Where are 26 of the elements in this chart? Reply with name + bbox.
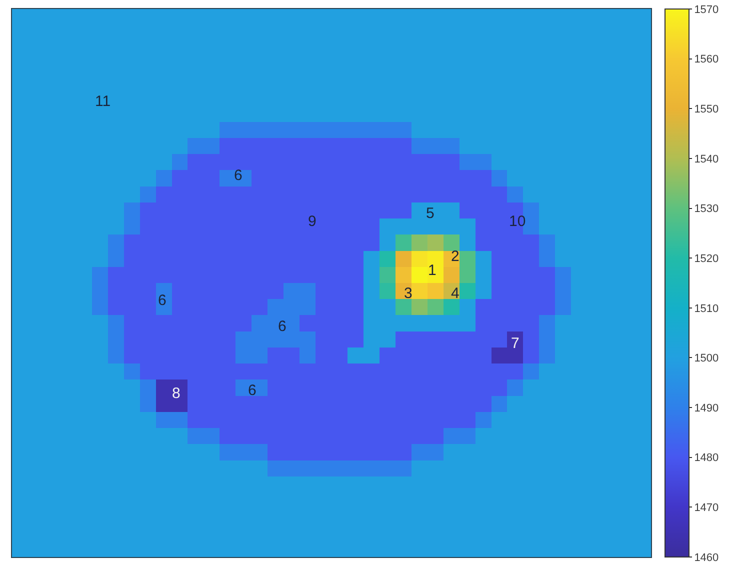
- annotation: 6: [248, 382, 256, 399]
- annotation: 1: [428, 262, 436, 279]
- annotation: 2: [451, 248, 460, 265]
- annotation: 9: [308, 213, 316, 230]
- annotation: 11: [95, 93, 111, 110]
- color-bar-label: 1480: [694, 452, 719, 464]
- color-bar-label: 1530: [694, 203, 719, 216]
- color-bar-label: 1510: [694, 302, 719, 315]
- color-bar-label: 1460: [694, 552, 719, 564]
- annotation: 4: [451, 285, 460, 302]
- color-bar-label: 1490: [694, 402, 719, 414]
- annotation: 8: [172, 385, 180, 402]
- annotation: 7: [511, 335, 520, 352]
- annotation: 6: [158, 292, 166, 309]
- annotation: 3: [404, 285, 412, 302]
- color-bar-label: 1470: [694, 502, 719, 514]
- annotation: 6: [278, 318, 286, 335]
- annotation: 6: [234, 167, 242, 184]
- color-bar-label: 1550: [694, 103, 719, 116]
- annotation: 10: [509, 213, 526, 230]
- color-bar-label: 1540: [694, 153, 719, 166]
- color-bar-label: 1560: [694, 54, 719, 66]
- color-bar-label: 1570: [694, 4, 719, 16]
- annotation: 5: [426, 205, 434, 222]
- color-bar-label: 1520: [694, 252, 719, 265]
- color-bar-label: 1500: [694, 352, 719, 365]
